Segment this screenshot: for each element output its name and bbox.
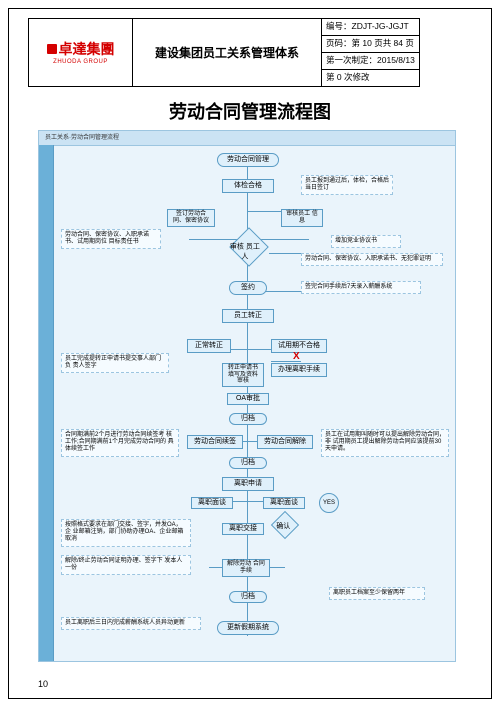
flowchart: 员工关系·劳动合同管理流程 劳动合同管理 体检合格 员工报到通过后，体检，合格后… — [38, 130, 456, 662]
note-cert: 解除/终止劳动合同证明办理、签字下 发本人一份 — [61, 555, 191, 575]
decision-audit: 审核 员工人 — [229, 227, 269, 267]
red-x-icon: X — [293, 351, 300, 362]
node-start: 劳动合同管理 — [217, 153, 279, 167]
node-reg-form: 转正申请书 填写及资料 审核 — [222, 363, 264, 387]
note-archive-keep: 离职员工档案至少保留两年 — [329, 587, 425, 600]
node-resign-proc: 办理离职手续 — [271, 363, 327, 377]
node-physical: 体检合格 — [222, 179, 274, 193]
note-update-sys: 员工离职后三日内完成薪酬系统人员异动更新 — [61, 617, 201, 630]
node-interview2: 离职面谈 — [263, 497, 305, 509]
note-physical: 员工报到通过后，体检，合格后当日签订 — [301, 175, 393, 195]
note-docs: 劳动合同、保密协议、入职承诺书、无犯罪证明 — [301, 253, 443, 266]
node-leave-apply: 离职申请 — [222, 477, 274, 491]
meta-code: 编号：ZDJT-JG-JGJT — [322, 19, 420, 36]
note-handover: 按照格式要求在部门交接、签字，并发OA，企 业邮箱注销，部门协助办理OA、企业邮… — [61, 519, 191, 547]
page-number: 10 — [38, 679, 48, 689]
swimlane — [39, 145, 54, 661]
note-nca: 增加竞业协议书 — [331, 235, 401, 248]
node-update-sys: 更新假期系统 — [217, 621, 279, 635]
node-sign: 签订劳动合 同、保密协议 — [167, 209, 215, 227]
logo-cell: 卓達集團 ZHUODA GROUP — [29, 19, 133, 87]
note-contract-items: 劳动合同、保密协议、入职承诺书、试用期岗位 目标责任书 — [61, 229, 161, 249]
node-cert-proc: 解除劳动 合同手续 — [222, 559, 270, 577]
header-table: 卓達集團 ZHUODA GROUP 建设集团员工关系管理体系 编号：ZDJT-J… — [28, 18, 420, 87]
node-normal-reg: 正常转正 — [187, 339, 231, 353]
node-renew: 劳动合同续签 — [187, 435, 243, 449]
note-payroll: 签完合同手续后7天录入薪酬系统 — [301, 281, 421, 294]
meta-page: 页码：第 10 页共 84 页 — [322, 35, 420, 52]
node-contract: 签约 — [229, 281, 267, 295]
note-terminate: 员工在试用期叫随时可以提出解除劳动合同，非 试用期员工提出解除劳动合同应该提前3… — [321, 429, 449, 457]
node-handover: 离职交接 — [222, 523, 264, 535]
logo-subtitle: ZHUODA GROUP — [33, 59, 128, 65]
node-terminate: 劳动合同解除 — [257, 435, 313, 449]
decision-confirm: 确认 — [271, 511, 299, 539]
node-audit-info: 审核员工 信息 — [281, 209, 323, 227]
logo: 卓達集團 — [33, 39, 128, 59]
header-title: 建设集团员工关系管理体系 — [133, 19, 322, 87]
logo-icon — [47, 44, 57, 54]
note-reg-form: 员工完成提转正申请书提交事人部门负 责人签字 — [61, 353, 169, 373]
node-archive1: 归档 — [229, 413, 267, 425]
node-archive2: 归档 — [229, 457, 267, 469]
document-title: 劳动合同管理流程图 — [0, 98, 500, 124]
meta-rev: 第 0 次修改 — [322, 69, 420, 86]
note-renew: 合同期满前2个月进行劳动合同续签考 核工作;合同期满前1个月完成劳动合同的 具体… — [61, 429, 179, 457]
flowchart-header: 员工关系·劳动合同管理流程 — [39, 131, 455, 146]
node-interview1: 离职面谈 — [191, 497, 233, 509]
node-oa: OA审批 — [227, 393, 269, 405]
logo-text: 卓達集團 — [59, 39, 115, 59]
node-regularize: 员工转正 — [222, 309, 274, 323]
node-archive3: 归档 — [229, 591, 267, 603]
connector-circle: YES — [319, 493, 339, 513]
meta-date: 第一次制定：2015/8/13 — [322, 52, 420, 69]
